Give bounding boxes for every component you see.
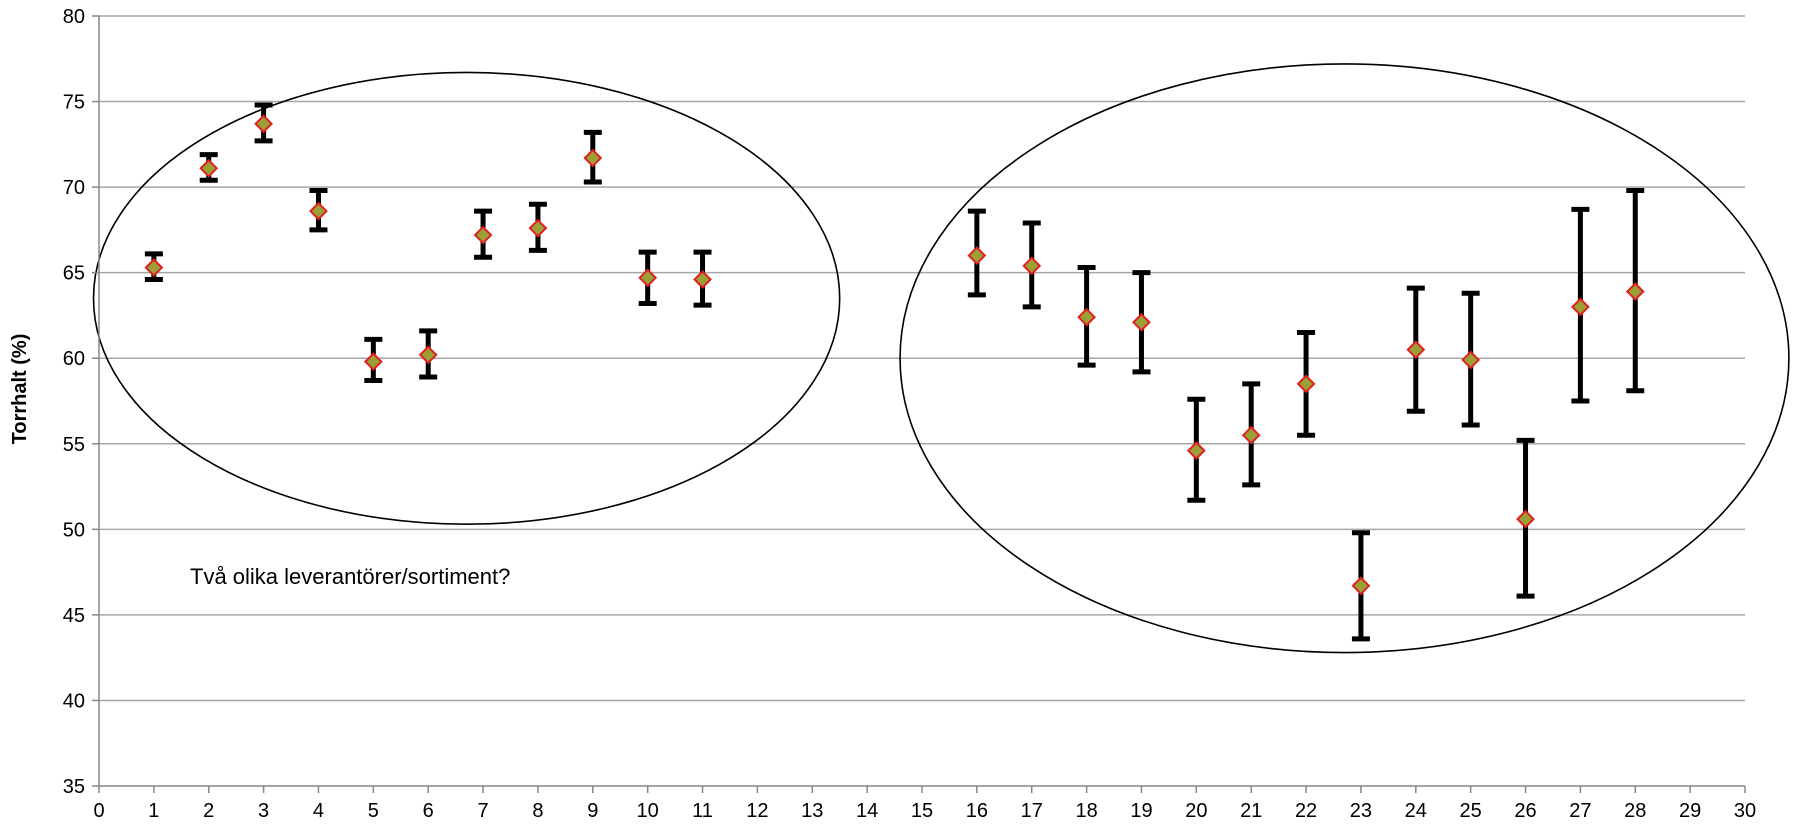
data-point [693,270,712,289]
x-tick-label: 25 [1460,800,1482,822]
data-point [1461,350,1481,370]
x-tick-label: 24 [1405,800,1427,822]
x-tick-label: 26 [1514,800,1536,822]
y-tick-label: 35 [63,776,85,798]
x-tick-label: 7 [478,800,489,822]
data-point [583,148,603,168]
y-tick-label: 65 [63,263,85,285]
x-tick-label: 29 [1679,800,1701,822]
y-tick-label: 80 [63,6,85,28]
data-point [1022,256,1042,276]
data-point [1132,312,1151,332]
x-tick-label: 23 [1350,800,1372,822]
x-tick-label: 22 [1295,800,1317,822]
group-ellipses [92,63,1790,654]
data-point [1077,307,1097,327]
grid-lines [99,15,1745,702]
axes [92,15,1746,793]
y-tick-label: 40 [63,690,85,712]
x-tick-label: 28 [1624,800,1646,822]
x-tick-label: 27 [1569,800,1591,822]
y-axis-title: Torrhalt (%) [9,334,31,445]
x-tick-label: 18 [1075,800,1097,822]
x-tick-label: 14 [856,800,878,822]
data-point [1186,441,1206,461]
x-tick-label: 15 [911,800,933,822]
y-tick-label: 55 [63,434,85,456]
data-point [1516,509,1535,529]
x-tick-label: 5 [368,800,379,822]
data-point [1406,340,1426,360]
data-point [473,225,493,245]
x-tick-label: 6 [423,800,434,822]
data-point [1296,374,1316,394]
data-point [638,268,658,288]
x-tick-label: 9 [587,800,598,822]
x-tick-label: 21 [1240,800,1262,822]
x-tick-label: 2 [203,800,214,822]
y-tick-label: 70 [63,177,85,199]
x-tick-label: 13 [801,800,823,822]
data-points [144,114,1645,596]
group-ellipse [92,71,841,526]
x-tick-label: 19 [1130,800,1152,822]
data-point [528,218,548,238]
data-point [144,258,164,277]
x-tick-label: 4 [313,800,324,822]
data-point [363,352,383,372]
data-point [1570,297,1590,317]
error-bars [144,102,1645,642]
x-tick-label: 8 [532,800,543,822]
x-tick-label: 0 [93,800,104,822]
y-tick-label: 50 [63,519,85,541]
data-point [418,345,438,365]
y-tick-label: 60 [63,348,85,370]
x-tick-label: 11 [692,800,713,822]
data-point [1625,282,1645,301]
group-ellipse [899,63,1790,654]
x-tick-label: 3 [258,800,269,822]
x-tick-label: 20 [1185,800,1207,822]
data-point [967,246,987,265]
x-tick-label: 1 [148,800,159,822]
x-tick-label: 30 [1734,800,1756,822]
x-tick-label: 17 [1021,800,1043,822]
data-point [1351,576,1371,596]
data-point [254,114,274,134]
data-point [1241,425,1261,445]
annotation-text: Två olika leverantörer/sortiment? [190,564,510,589]
x-tick-label: 12 [746,800,768,822]
data-point [199,158,219,178]
data-point [309,201,328,221]
x-tick-label: 16 [966,800,988,822]
y-tick-label: 45 [63,605,85,627]
y-tick-label: 75 [63,92,85,114]
x-tick-label: 10 [637,800,659,822]
